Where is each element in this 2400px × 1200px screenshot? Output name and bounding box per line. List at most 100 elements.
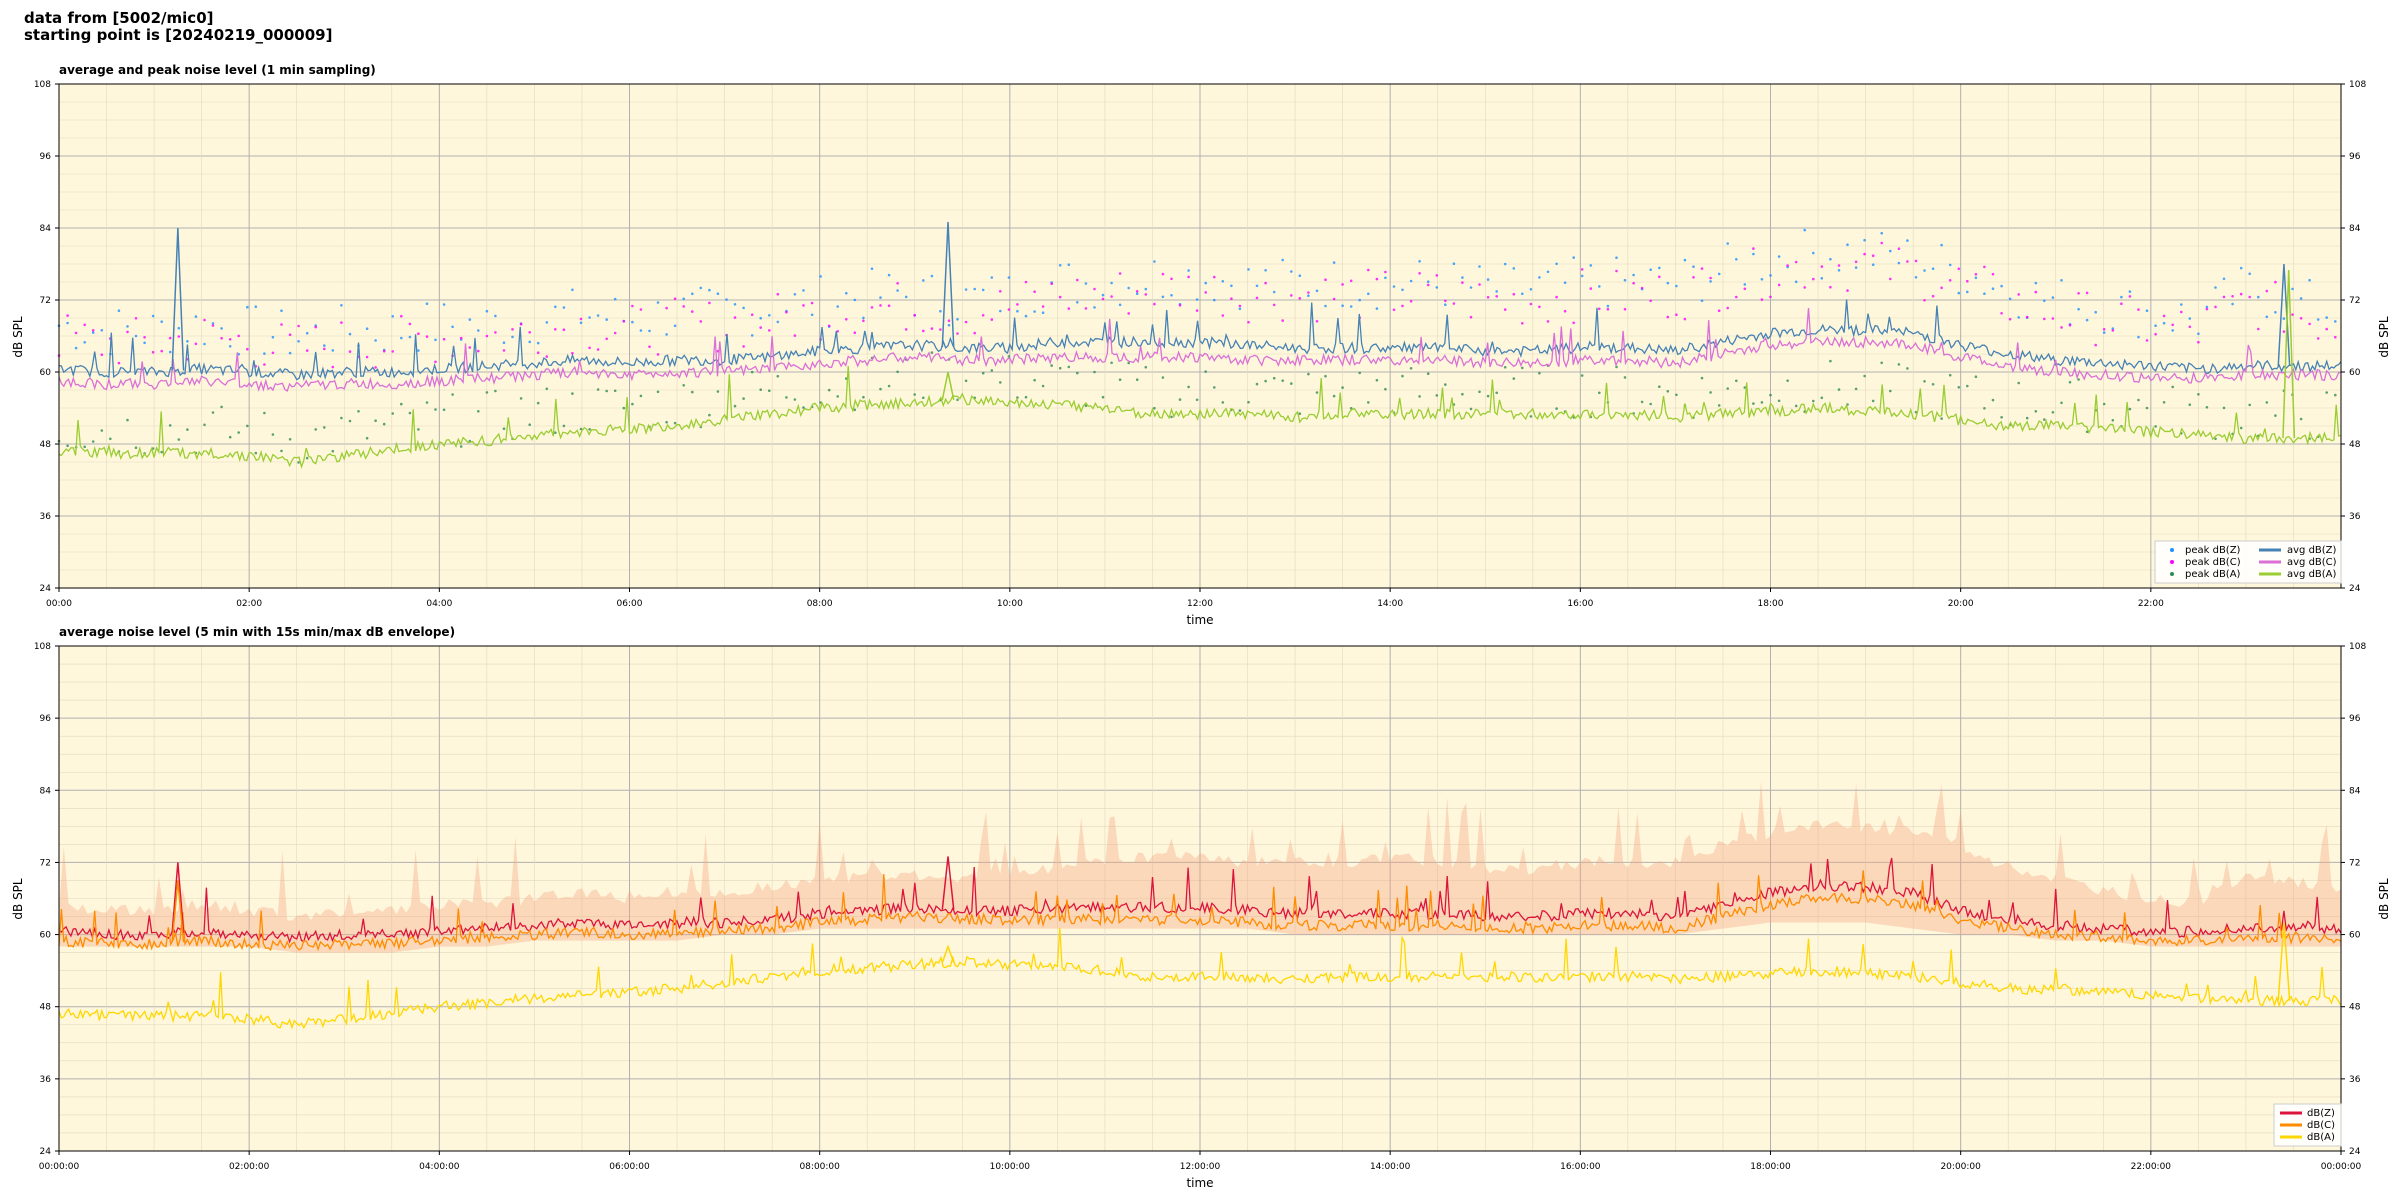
peak-point bbox=[1110, 281, 1113, 285]
series-avg-db-c bbox=[58, 307, 2342, 393]
legend-label-avg-a: avg dB(A) bbox=[2287, 569, 2337, 580]
line-db-z bbox=[58, 857, 2342, 944]
peak-point bbox=[1016, 309, 1019, 313]
peak-point bbox=[425, 401, 429, 404]
peak-point bbox=[819, 275, 822, 278]
peak-point bbox=[1315, 320, 1319, 323]
peak-point bbox=[1906, 239, 1909, 242]
peak-point bbox=[434, 338, 437, 342]
spike-db-a bbox=[941, 944, 955, 963]
peak-point bbox=[1683, 258, 1687, 262]
peak-point bbox=[913, 393, 916, 396]
peak-point bbox=[1135, 292, 1139, 296]
y-tick-label-right: 24 bbox=[2349, 584, 2361, 594]
peak-point bbox=[1786, 264, 1789, 267]
peak-point bbox=[502, 341, 506, 345]
peak-point bbox=[288, 438, 292, 441]
peak-point bbox=[83, 445, 86, 449]
peak-point bbox=[2334, 320, 2337, 323]
peak-point bbox=[904, 295, 908, 299]
peak-point bbox=[1769, 295, 1772, 299]
peak-point bbox=[1743, 283, 1747, 286]
peak-point bbox=[536, 401, 540, 405]
peak-point bbox=[836, 395, 839, 398]
peak-point bbox=[1743, 386, 1747, 389]
peak-point bbox=[1024, 314, 1028, 318]
peak-point bbox=[1658, 275, 1661, 279]
peak-point bbox=[1118, 378, 1122, 382]
peak-point bbox=[1948, 263, 1952, 267]
peak-point bbox=[442, 303, 446, 306]
peak-point bbox=[793, 398, 797, 401]
peak-point bbox=[1974, 276, 1978, 280]
peak-point bbox=[1966, 290, 1969, 294]
peak-point bbox=[1101, 297, 1105, 301]
peak-point bbox=[1812, 277, 1815, 281]
peak-point bbox=[2068, 380, 2072, 384]
peak-point bbox=[613, 389, 617, 393]
peak-point bbox=[1315, 391, 1319, 394]
peak-point bbox=[922, 329, 925, 333]
peak-point bbox=[716, 292, 720, 296]
peak-point bbox=[2171, 323, 2174, 327]
peak-point bbox=[802, 289, 805, 292]
peak-point bbox=[134, 334, 138, 338]
peak-point bbox=[228, 338, 232, 341]
peak-point bbox=[2111, 327, 2115, 330]
peak-point bbox=[83, 323, 86, 327]
peak-point bbox=[1854, 260, 1858, 264]
peak-point bbox=[2188, 325, 2192, 329]
peak-point bbox=[477, 329, 480, 332]
peak-point bbox=[348, 332, 352, 336]
peak-point bbox=[1675, 284, 1678, 288]
chart1-title: average and peak noise level (1 min samp… bbox=[59, 63, 376, 77]
peak-point bbox=[528, 423, 531, 427]
peak-point bbox=[1101, 395, 1105, 399]
peak-point bbox=[2171, 329, 2174, 332]
peak-point bbox=[117, 309, 121, 313]
peak-point bbox=[1418, 260, 1421, 263]
peak-point bbox=[1923, 269, 1926, 272]
peak-point bbox=[211, 324, 215, 327]
peak-point bbox=[408, 411, 412, 415]
peak-point bbox=[143, 336, 146, 339]
peak-point bbox=[691, 390, 694, 394]
peak-point bbox=[819, 401, 822, 404]
peak-point bbox=[785, 310, 788, 314]
peak-point bbox=[442, 337, 446, 341]
peak-point bbox=[365, 436, 369, 440]
peak-point bbox=[271, 351, 275, 355]
x-tick-label: 06:00 bbox=[617, 599, 643, 609]
peak-point bbox=[177, 438, 181, 441]
peak-point bbox=[100, 329, 104, 332]
peak-point bbox=[83, 341, 86, 344]
peak-point bbox=[1640, 400, 1644, 404]
peak-point bbox=[1153, 260, 1156, 263]
peak-point bbox=[2077, 292, 2080, 295]
peak-point bbox=[1854, 387, 1858, 391]
peak-point bbox=[2214, 437, 2217, 441]
peak-point bbox=[2325, 327, 2328, 331]
peak-point bbox=[1486, 394, 1490, 398]
peak-point bbox=[2043, 317, 2046, 321]
peak-point bbox=[323, 347, 326, 351]
spike-avg-db-a bbox=[2282, 269, 2296, 439]
x-tick-label: 20:00:00 bbox=[1940, 1162, 1981, 1172]
peak-point bbox=[203, 318, 206, 322]
peak-point bbox=[1170, 294, 1173, 297]
peak-point bbox=[1255, 296, 1259, 300]
y-tick-label-right: 96 bbox=[2349, 152, 2361, 162]
peak-point bbox=[168, 350, 172, 354]
peak-point bbox=[2043, 418, 2046, 421]
peak-point bbox=[2274, 311, 2277, 314]
peak-point bbox=[1957, 291, 1961, 295]
peak-point bbox=[66, 314, 69, 317]
peak-point bbox=[425, 335, 429, 338]
peak-point bbox=[1384, 387, 1387, 391]
x-tick-label: 18:00:00 bbox=[1750, 1162, 1791, 1172]
peak-point bbox=[246, 424, 249, 428]
peak-point bbox=[999, 290, 1002, 293]
peak-point bbox=[1529, 288, 1533, 291]
peak-point bbox=[91, 329, 95, 332]
peak-point bbox=[1349, 279, 1353, 283]
